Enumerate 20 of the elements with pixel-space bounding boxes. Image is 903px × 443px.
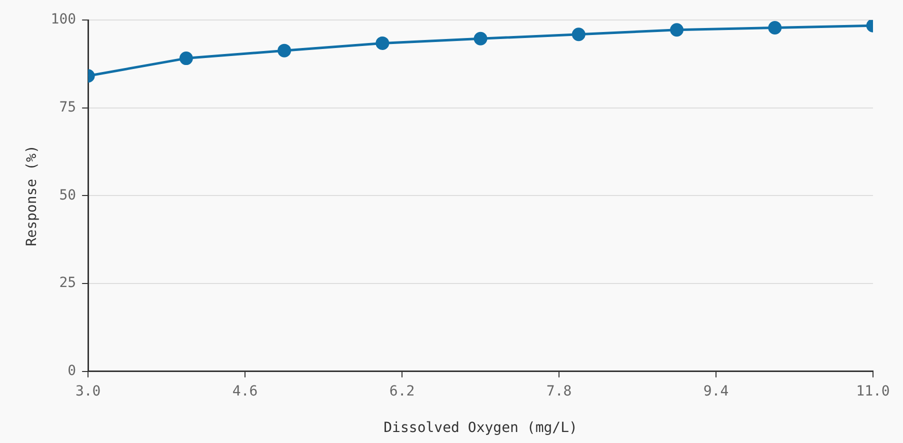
- point: [768, 20, 782, 34]
- point: [670, 23, 684, 37]
- point: [278, 44, 292, 58]
- y-axis-title: Response (%): [24, 145, 40, 246]
- x-tick-label: 7.8: [546, 383, 572, 400]
- point: [376, 36, 390, 50]
- point: [572, 28, 586, 42]
- y-tick-label: 75: [59, 99, 76, 116]
- y-tick-label: 25: [59, 275, 76, 292]
- point: [474, 32, 488, 46]
- y-tick-label: 0: [68, 363, 76, 380]
- x-tick-label: 6.2: [389, 383, 415, 400]
- x-tick-label: 3.0: [75, 383, 101, 400]
- x-tick-label: 4.6: [232, 383, 258, 400]
- y-tick-label: 100: [50, 12, 76, 28]
- x-tick-label: 11.0: [856, 383, 890, 400]
- point: [179, 52, 193, 66]
- y-tick-label: 50: [59, 187, 76, 204]
- x-axis-title: Dissolved Oxygen (mg/L): [384, 420, 578, 436]
- x-tick-label: 9.4: [703, 383, 729, 400]
